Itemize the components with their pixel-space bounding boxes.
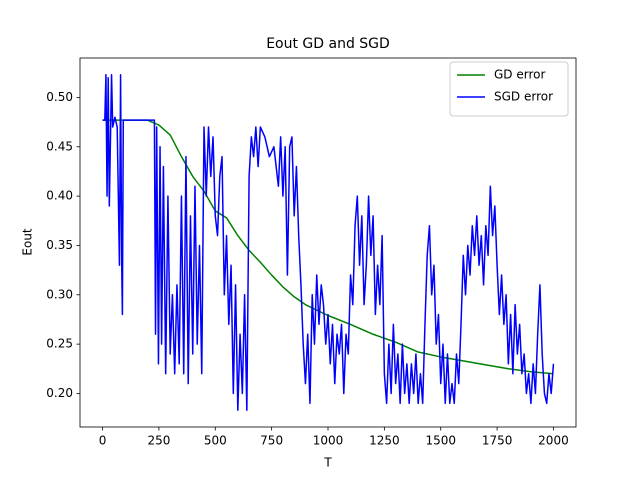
x-tick-label: 250 — [147, 434, 170, 448]
x-tick-label: 0 — [99, 434, 107, 448]
y-tick-label: 0.35 — [46, 238, 73, 252]
y-tick-label: 0.50 — [46, 90, 73, 104]
x-tick-label: 1250 — [369, 434, 400, 448]
y-axis-label: Eout — [21, 228, 35, 256]
series-line — [102, 119, 554, 375]
x-tick-label: 500 — [204, 434, 227, 448]
plot-frame — [79, 57, 577, 428]
legend-label: GD error — [494, 68, 545, 82]
y-tick-label: 0.45 — [46, 139, 73, 153]
y-tick-label: 0.40 — [46, 189, 73, 203]
y-tick-label: 0.20 — [46, 386, 73, 400]
x-tick-label: 1500 — [425, 434, 456, 448]
x-tick-label: 750 — [260, 434, 283, 448]
x-tick-label: 2000 — [538, 434, 569, 448]
x-tick-label: 1000 — [313, 434, 344, 448]
legend-label: SGD error — [494, 90, 553, 104]
x-axis-label: T — [323, 456, 332, 470]
series-line — [102, 74, 555, 411]
y-tick-label: 0.30 — [46, 287, 73, 301]
x-tick-label: 1750 — [482, 434, 513, 448]
chart-title: Eout GD and SGD — [266, 36, 390, 52]
y-tick-label: 0.25 — [46, 337, 73, 351]
